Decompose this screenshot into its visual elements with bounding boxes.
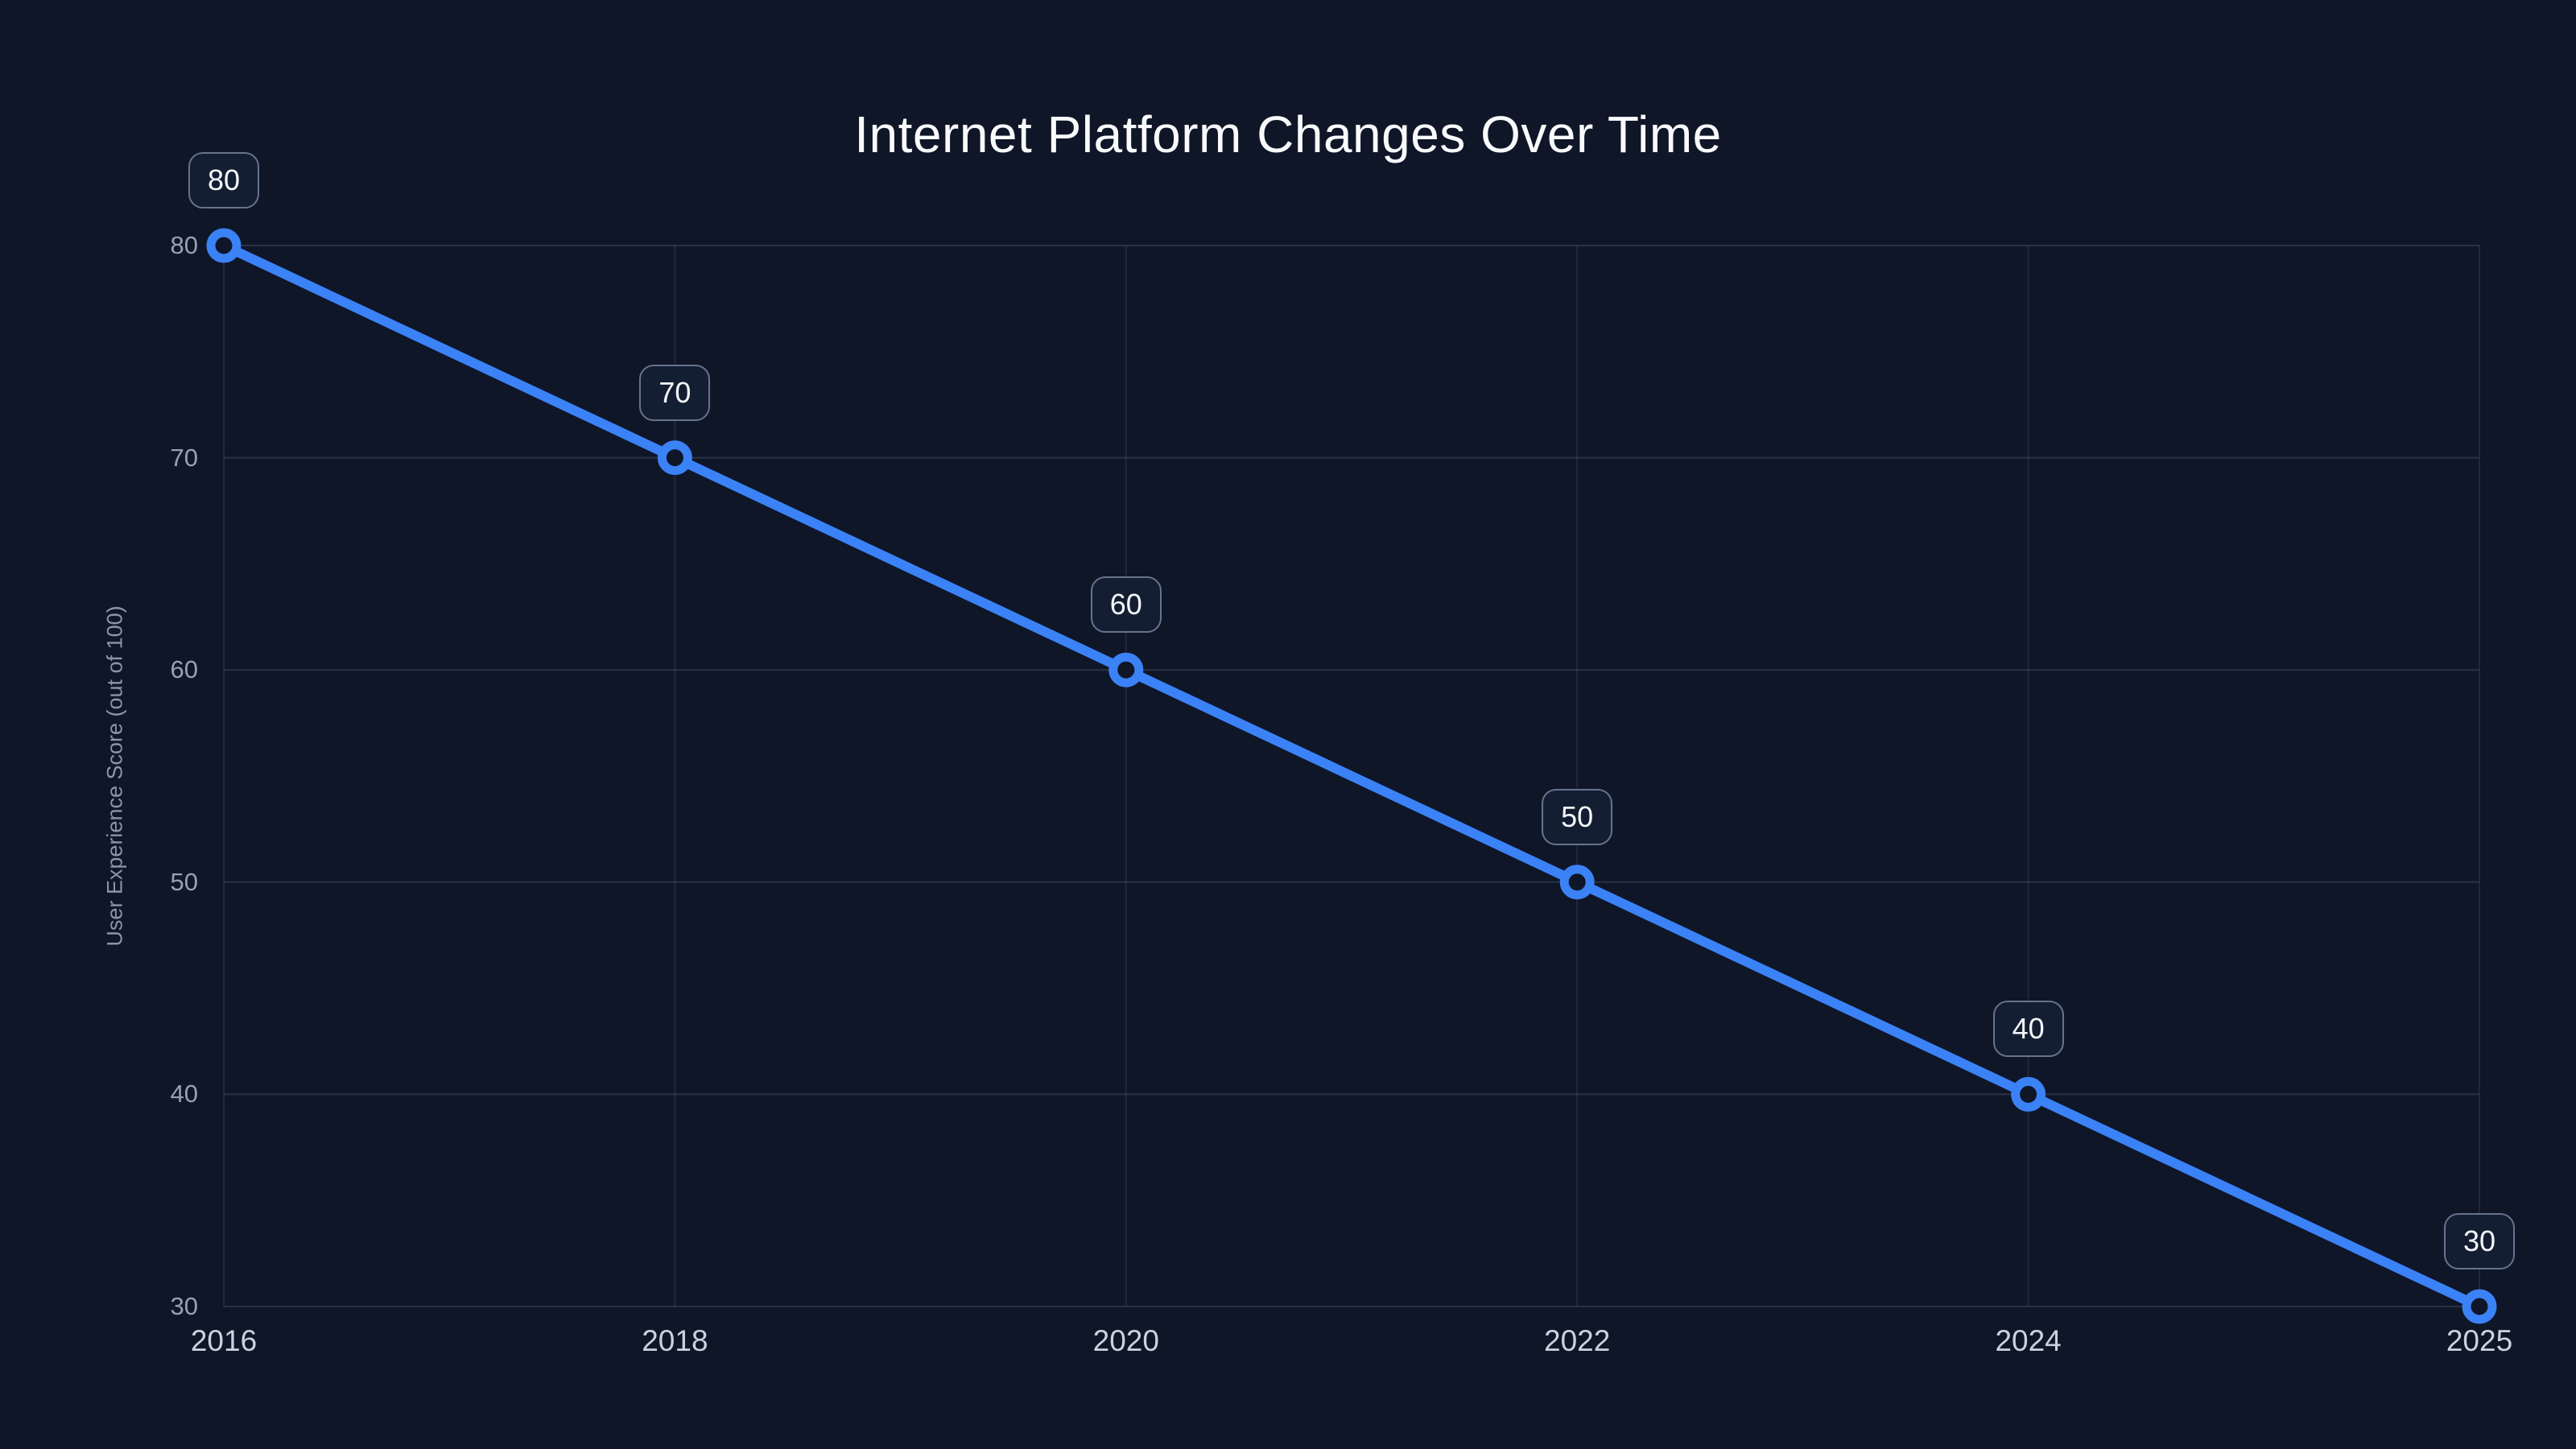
y-tick-label: 40 <box>170 1080 198 1108</box>
point-label-badge: 60 <box>1090 576 1162 634</box>
data-point-marker <box>1108 652 1144 687</box>
point-label-badge: 80 <box>188 152 259 208</box>
series-line <box>219 241 2484 1311</box>
y-tick-label: 80 <box>170 231 198 259</box>
data-point-marker <box>1559 865 1595 900</box>
y-tick-label: 60 <box>170 655 198 684</box>
point-label-badge: 40 <box>1992 1001 2064 1058</box>
x-tick-label: 2024 <box>1995 1324 2062 1357</box>
x-tick-label: 2020 <box>1092 1324 1159 1357</box>
chart-title: Internet Platform Changes Over Time <box>854 105 1722 163</box>
point-label-badge: 50 <box>1542 788 1613 845</box>
data-point-marker <box>2011 1076 2046 1112</box>
x-tick-label: 2018 <box>642 1324 708 1357</box>
x-tick-label: 2016 <box>190 1324 258 1357</box>
point-label-badge: 70 <box>639 364 711 421</box>
data-point-marker <box>657 440 692 476</box>
x-tick-label: 2025 <box>2446 1324 2513 1357</box>
y-tick-label: 30 <box>170 1292 198 1320</box>
y-tick-label: 50 <box>170 867 198 896</box>
data-point-marker <box>2462 1289 2497 1324</box>
x-tick-label: 2022 <box>1544 1324 1611 1357</box>
data-point-marker <box>206 228 242 263</box>
point-label-badge: 30 <box>2444 1213 2515 1269</box>
y-tick-label: 70 <box>170 443 198 472</box>
